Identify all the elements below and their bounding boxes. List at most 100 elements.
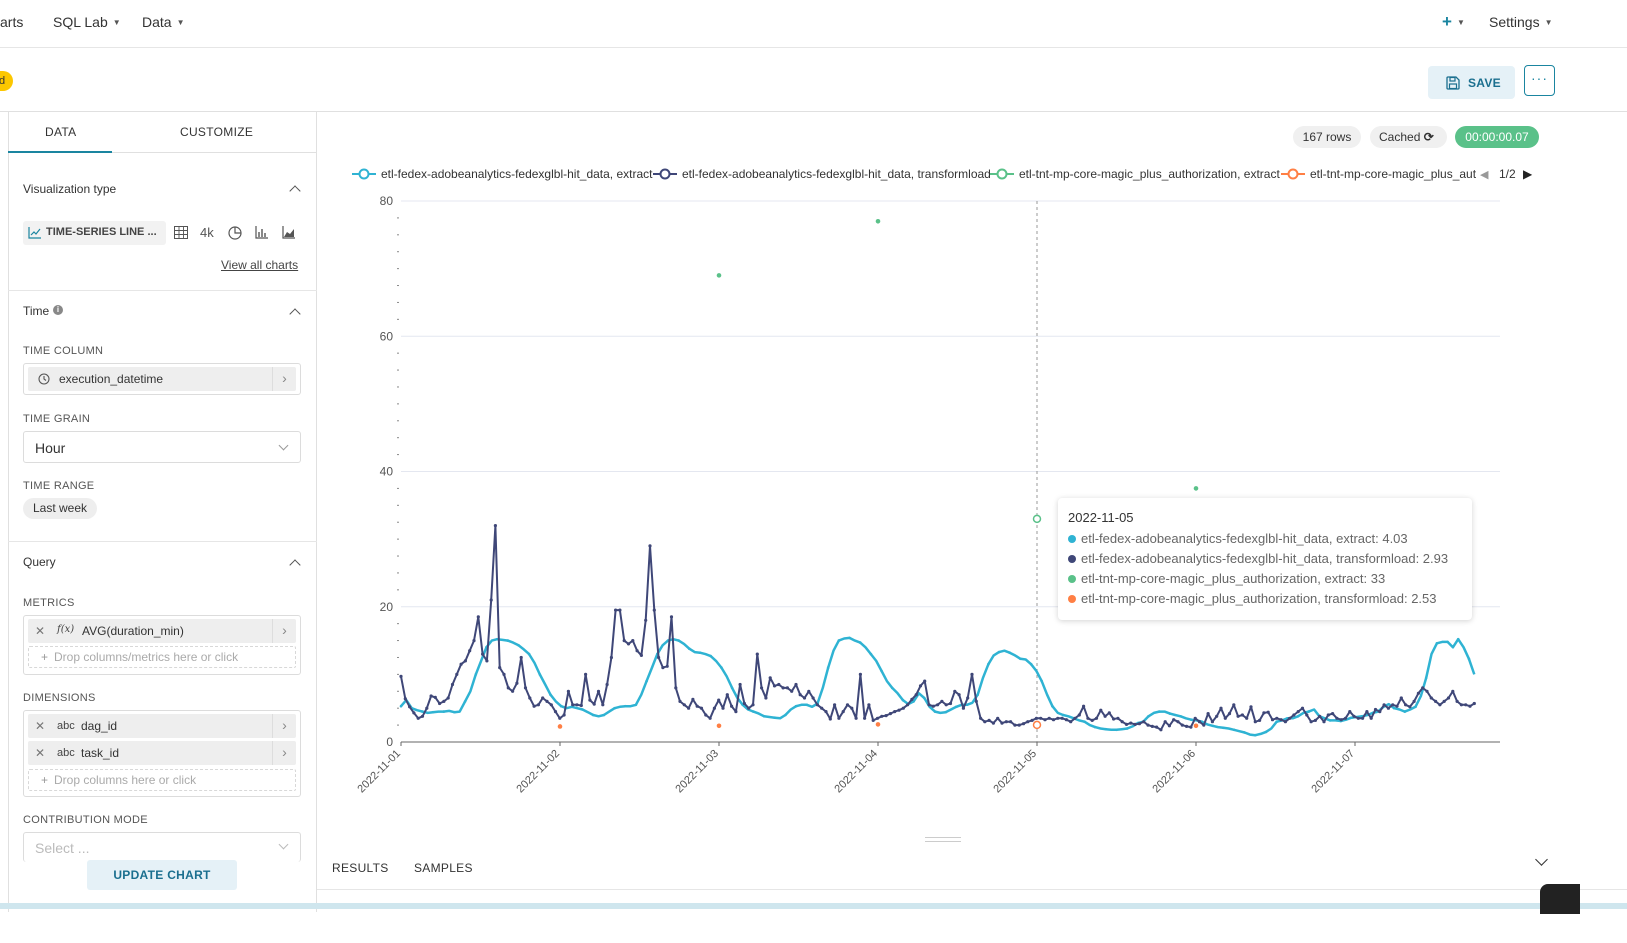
legend-item[interactable]: etl-tnt-mp-core-magic_plus_authorization… xyxy=(1019,167,1280,181)
line-chart[interactable]: 0 20 40 60 80 2022-11-01 2022-11-02 2022-11-03 2… xyxy=(330,185,1530,805)
scrollbar-track[interactable] xyxy=(0,903,1627,909)
data-point xyxy=(974,699,978,704)
chevron-right-icon[interactable]: › xyxy=(272,741,296,765)
update-chart-button[interactable]: UPDATE CHART xyxy=(87,860,237,890)
data-point xyxy=(562,713,566,717)
data-point xyxy=(752,710,755,713)
data-point xyxy=(399,704,403,708)
tab-data[interactable]: DATA xyxy=(45,125,77,139)
time-grain-select[interactable]: Hour xyxy=(23,431,301,463)
chevron-right-icon[interactable]: › xyxy=(272,367,296,391)
data-point xyxy=(698,651,702,654)
info-icon[interactable]: i xyxy=(53,305,63,315)
metrics-dropzone[interactable]: + Drop columns/metrics here or click xyxy=(28,646,296,668)
data-point xyxy=(1424,676,1428,680)
data-point xyxy=(1086,716,1090,720)
data-point xyxy=(481,652,485,656)
plus-icon: + xyxy=(1442,12,1452,31)
dimension-chip[interactable]: ✕ abc task_id › xyxy=(28,741,296,765)
data-point xyxy=(931,704,935,708)
data-point xyxy=(634,703,638,707)
chevron-right-icon[interactable]: › xyxy=(272,714,296,738)
dimensions-dropzone[interactable]: + Drop columns here or click xyxy=(28,769,296,791)
tab-samples[interactable]: SAMPLES xyxy=(414,861,473,875)
legend-prev-icon[interactable]: ◀ xyxy=(1480,169,1489,181)
contribution-mode-select[interactable]: Select ... xyxy=(23,832,301,862)
remove-icon[interactable]: ✕ xyxy=(35,746,46,760)
data-point xyxy=(1146,723,1150,727)
metrics-drop-text: Drop columns/metrics here or click xyxy=(54,650,239,664)
data-point xyxy=(645,679,648,683)
data-point xyxy=(1168,712,1172,715)
data-point xyxy=(1456,637,1460,641)
legend-item[interactable]: etl-fedex-adobeanalytics-fedexglbl-hit_d… xyxy=(682,167,991,181)
save-button[interactable]: SAVE xyxy=(1428,66,1515,99)
floating-widget[interactable] xyxy=(1540,884,1580,914)
data-point xyxy=(1264,730,1268,734)
x-tick-label: 2022-11-05 xyxy=(991,748,1039,796)
data-point xyxy=(1350,716,1353,719)
viz-section-title[interactable]: Visualization type xyxy=(23,182,117,196)
chevron-right-icon[interactable]: › xyxy=(272,619,296,643)
time-column-value: execution_datetime xyxy=(59,372,164,386)
nav-charts[interactable]: arts xyxy=(0,14,24,30)
view-all-charts-link[interactable]: View all charts xyxy=(221,258,299,272)
data-point xyxy=(1167,724,1171,728)
more-actions-button[interactable]: ··· xyxy=(1524,65,1555,96)
nav-sql-lab[interactable]: SQL Lab ▼ xyxy=(53,14,121,30)
nav-data[interactable]: Data ▼ xyxy=(142,14,185,30)
viz-type-selector[interactable]: TIME-SERIES LINE ... xyxy=(23,221,166,245)
legend-next-icon[interactable]: ▶ xyxy=(1523,167,1533,181)
data-point xyxy=(1190,718,1193,721)
plus-menu[interactable]: + ▼ xyxy=(1442,12,1465,32)
resize-handle[interactable] xyxy=(925,837,961,842)
time-column-field[interactable]: execution_datetime › xyxy=(23,363,301,395)
dimension-chip[interactable]: ✕ abc dag_id › xyxy=(28,714,296,738)
data-point xyxy=(961,706,966,710)
data-point xyxy=(1442,699,1446,704)
data-point xyxy=(1403,710,1407,713)
data-point xyxy=(408,705,412,709)
time-column-chip[interactable]: execution_datetime › xyxy=(28,367,296,391)
remove-icon[interactable]: ✕ xyxy=(35,719,46,733)
tab-results[interactable]: RESULTS xyxy=(332,861,389,875)
data-point xyxy=(712,706,716,710)
data-point xyxy=(1369,716,1373,720)
data-point xyxy=(1069,720,1073,724)
metric-chip[interactable]: ✕ f(x) AVG(duration_min) › xyxy=(28,619,296,643)
time-section-title[interactable]: Time xyxy=(23,304,50,318)
tab-customize[interactable]: CUSTOMIZE xyxy=(180,125,254,139)
pie-chart-icon[interactable] xyxy=(228,226,242,240)
legend-item[interactable]: etl-tnt-mp-core-magic_plus_aut xyxy=(1310,167,1477,181)
data-point xyxy=(1000,721,1004,725)
cached-badge[interactable]: Cached ⟳ xyxy=(1370,126,1447,148)
data-point xyxy=(1193,716,1197,720)
data-point xyxy=(828,717,832,721)
data-point xyxy=(532,704,536,708)
area-chart-icon[interactable] xyxy=(282,226,296,239)
big-number-icon[interactable]: 4k xyxy=(200,225,214,240)
data-point xyxy=(1215,714,1219,718)
nav-settings[interactable]: Settings ▼ xyxy=(1489,14,1553,30)
legend-item[interactable]: etl-fedex-adobeanalytics-fedexglbl-hit_d… xyxy=(381,167,653,181)
cached-label: Cached xyxy=(1379,130,1421,144)
data-point xyxy=(966,696,970,700)
data-point xyxy=(720,666,723,669)
caret-down-icon: ▼ xyxy=(112,18,121,27)
data-point xyxy=(1124,722,1129,727)
bar-chart-icon[interactable] xyxy=(255,226,269,239)
data-tabs xyxy=(317,850,1627,890)
data-point xyxy=(1270,718,1275,722)
data-point xyxy=(677,639,680,642)
query-section-title[interactable]: Query xyxy=(23,555,56,569)
data-point xyxy=(784,713,787,717)
data-point xyxy=(1159,728,1163,732)
data-point xyxy=(1356,716,1360,720)
data-point xyxy=(1019,657,1022,661)
table-icon[interactable] xyxy=(174,226,188,239)
remove-icon[interactable]: ✕ xyxy=(35,624,46,638)
data-point xyxy=(502,672,506,676)
data-point xyxy=(927,703,931,707)
data-point xyxy=(1279,718,1283,722)
time-range-pill[interactable]: Last week xyxy=(23,498,98,519)
